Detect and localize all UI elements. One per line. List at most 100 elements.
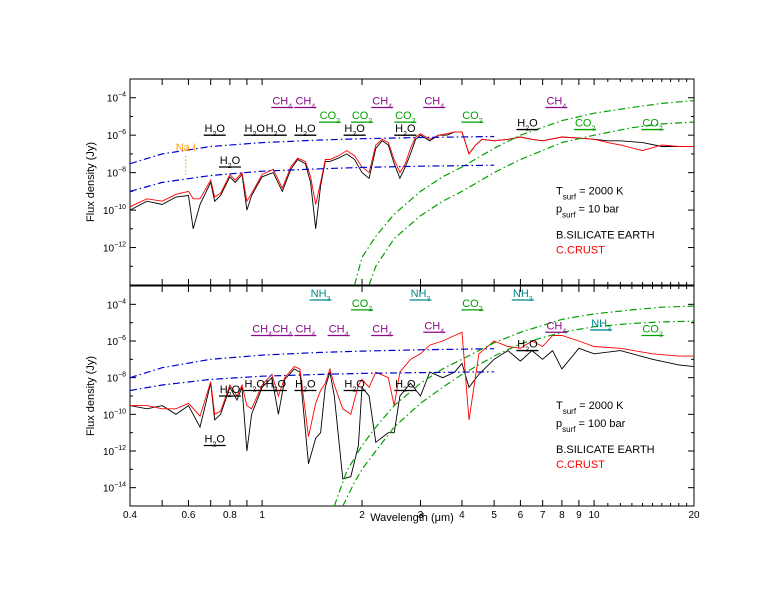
label-part: CO: [395, 110, 412, 122]
label-part: 2: [352, 386, 356, 393]
tick-base: 10: [107, 374, 119, 385]
molecule-label: H2O: [395, 378, 416, 393]
x-tick-label: 7: [540, 510, 546, 521]
label-part: O: [407, 378, 416, 390]
label-part: CH: [372, 96, 388, 108]
tick-base: 10: [103, 447, 115, 458]
label-part: 4: [345, 331, 349, 338]
label-part: NH: [591, 318, 607, 330]
y-tick-label: 10−12: [103, 242, 126, 255]
label-part: O: [307, 123, 316, 135]
param-subscript: surf: [563, 407, 577, 416]
series-group: [130, 305, 694, 506]
molecule-label: H2O: [220, 384, 241, 399]
tick-base: 10: [107, 169, 119, 180]
label-part: O: [277, 378, 286, 390]
y-tick-label: 10−10: [103, 204, 126, 217]
green-dashdot-curve: [342, 320, 694, 506]
label-part: 3: [529, 296, 533, 303]
label-part: 4: [562, 328, 566, 335]
blue-dashdot-curve: [130, 348, 495, 379]
label-part: H: [517, 118, 525, 130]
label-part: 4: [440, 328, 444, 335]
x-axis-label: Wavelength (μm): [370, 512, 454, 524]
molecule-label: H2O: [244, 378, 265, 393]
molecule-label: CO2: [462, 110, 483, 125]
tick-base: 10: [107, 131, 119, 142]
molecule-label: H2O: [205, 433, 226, 448]
label-part: O: [356, 378, 365, 390]
x-tick-label: 9: [576, 510, 582, 521]
label-part: CO: [320, 110, 337, 122]
label-part: CH: [329, 323, 345, 335]
molecule-label: CO2: [642, 323, 663, 338]
label-part: 2: [212, 441, 216, 448]
label-part: Na I: [176, 142, 196, 154]
param-value: = 2000 K: [576, 400, 624, 412]
param-value: = 100 bar: [575, 418, 625, 430]
label-part: NH: [311, 288, 327, 300]
tick-base: 10: [103, 410, 115, 421]
label-part: 2: [303, 131, 307, 138]
label-part: NH: [411, 288, 427, 300]
label-part: 3: [426, 296, 430, 303]
y-tick-label: 10−6: [107, 129, 126, 142]
label-part: CO: [352, 110, 369, 122]
legend-silicate-earth: B.SILICATE EARTH: [556, 229, 655, 241]
green-dashdot-curve: [368, 121, 694, 285]
tick-exponent: −4: [118, 92, 126, 99]
label-part: 2: [252, 386, 256, 393]
label-part: O: [407, 123, 416, 135]
label-part: O: [256, 378, 265, 390]
molecule-label: CH4: [295, 96, 315, 111]
tick-exponent: −12: [114, 242, 126, 249]
blue-dashdot-curve: [130, 371, 495, 392]
molecule-label: H2O: [295, 378, 316, 393]
label-part: 2: [479, 118, 483, 125]
x-tick-label: 0.8: [223, 510, 237, 521]
label-part: 2: [412, 118, 416, 125]
series-group: [130, 100, 694, 285]
label-part: 3: [327, 296, 331, 303]
tick-base: 10: [107, 94, 119, 105]
label-part: 2: [303, 386, 307, 393]
label-part: H: [344, 378, 352, 390]
molecule-label: H2O: [517, 339, 538, 354]
tick-base: 10: [103, 206, 115, 217]
label-part: 2: [274, 386, 278, 393]
label-part: O: [356, 123, 365, 135]
x-tick-label: 1: [259, 510, 265, 521]
x-tick-label: 4: [459, 510, 465, 521]
label-part: O: [256, 123, 265, 135]
label-part: CH: [272, 96, 288, 108]
y-axis-label: Flux density (Jy): [85, 356, 97, 436]
param-subscript: surf: [562, 210, 576, 219]
molecule-label: H2O: [344, 123, 365, 138]
label-part: 2: [336, 118, 340, 125]
label-part: O: [529, 339, 538, 351]
label-part: 2: [352, 131, 356, 138]
molecule-label: NH3: [311, 288, 331, 303]
y-tick-label: 10−10: [103, 408, 126, 421]
legend-silicate-earth: B.SILICATE EARTH: [556, 444, 655, 456]
molecule-label: CH4: [424, 96, 444, 111]
tick-base: 10: [103, 244, 115, 255]
label-part: 2: [403, 131, 407, 138]
molecule-label: H2O: [395, 123, 416, 138]
molecule-label: CH4: [272, 96, 292, 111]
silicate-earth-spectrum-line: [130, 347, 694, 480]
label-part: 2: [252, 131, 256, 138]
label-part: CO: [642, 118, 659, 130]
y-tick-label: 10−12: [103, 445, 126, 458]
molecule-label: H2O: [244, 123, 265, 138]
x-tick-label: 0.6: [182, 510, 196, 521]
label-part: CH: [424, 320, 440, 332]
x-tick-label: 8: [559, 510, 565, 521]
molecule-label: CO2: [642, 118, 663, 132]
label-part: 4: [440, 103, 444, 110]
label-part: O: [277, 123, 286, 135]
molecule-label: CO2: [320, 110, 341, 125]
param-symbol: T: [556, 400, 563, 412]
crust-spectrum-line: [130, 331, 694, 437]
